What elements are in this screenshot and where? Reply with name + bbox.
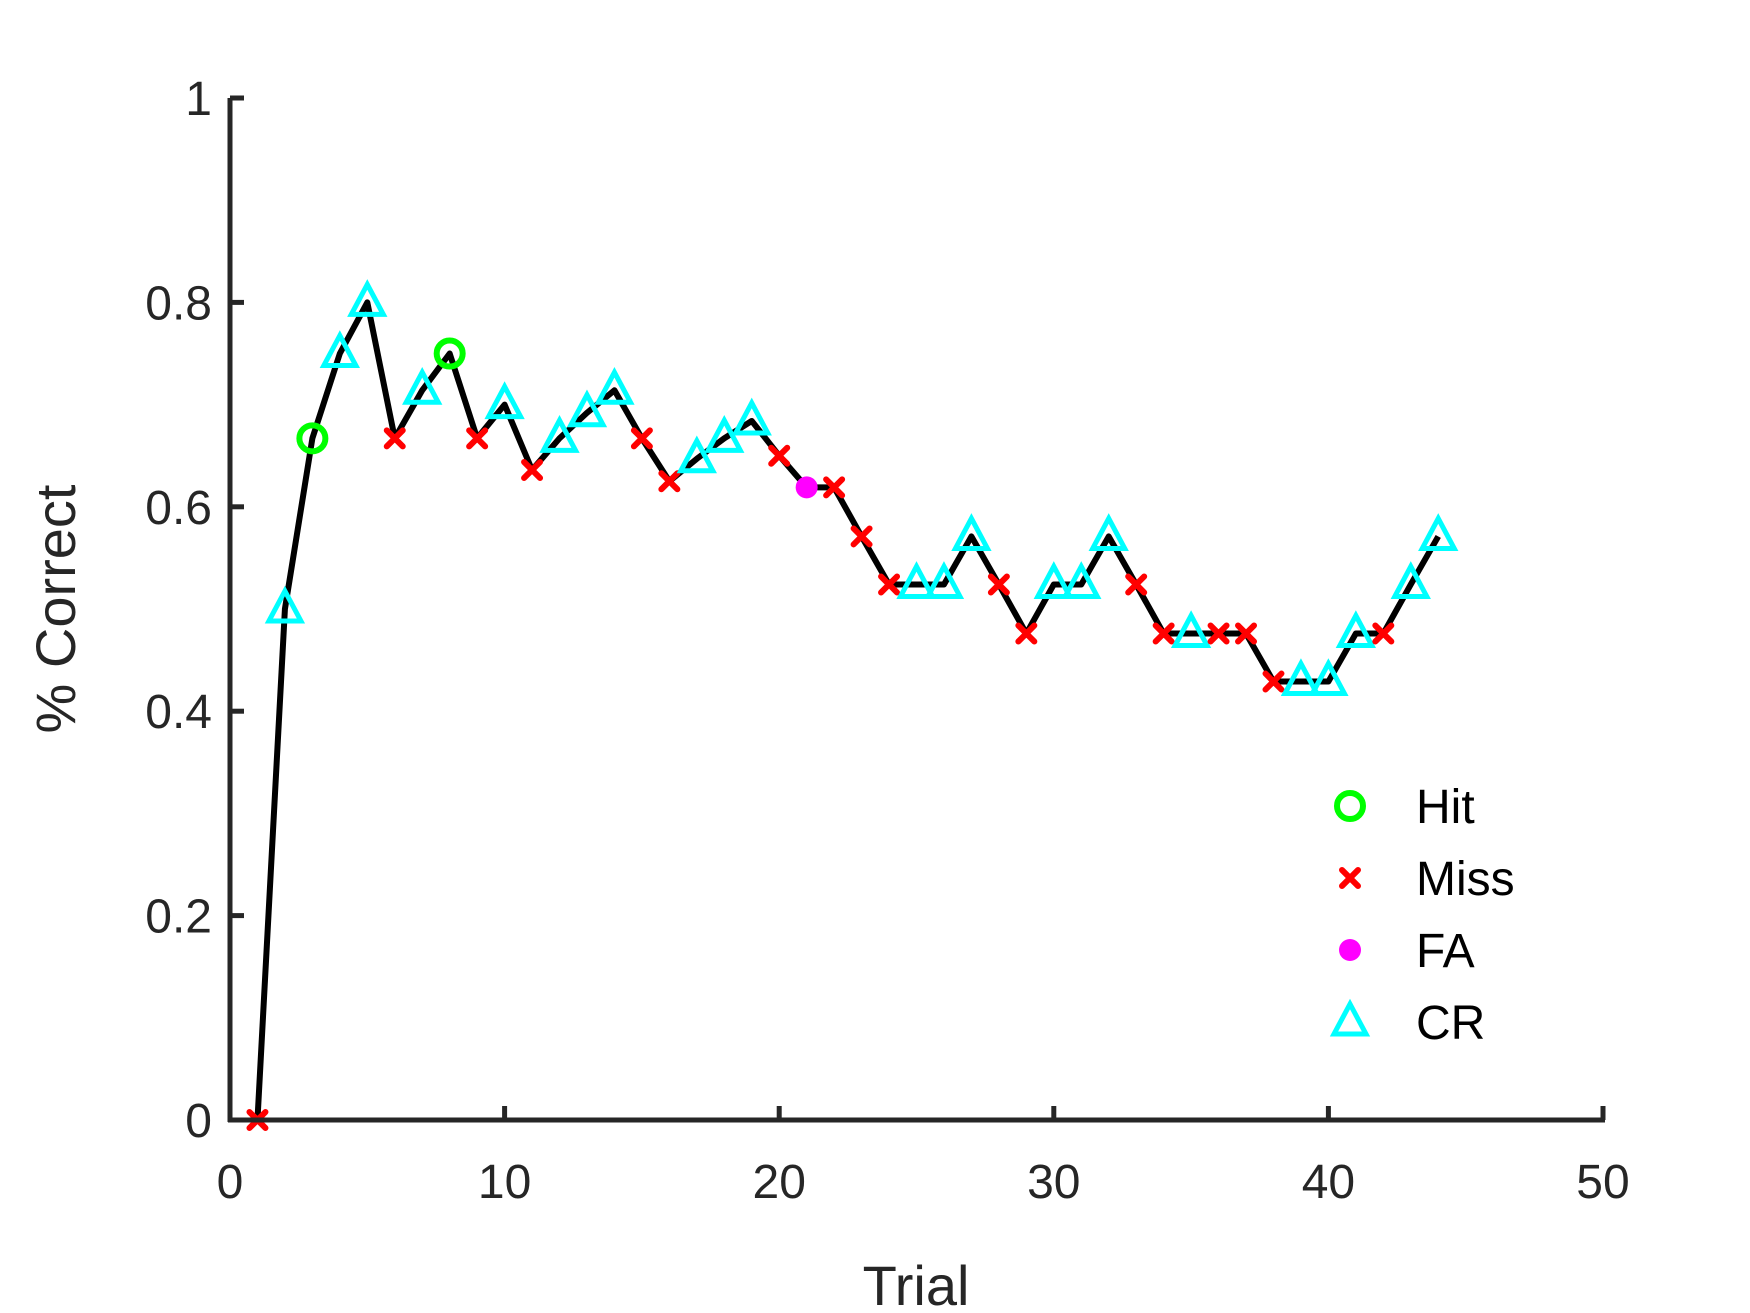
data-point-miss	[768, 444, 791, 467]
data-point-miss	[466, 427, 489, 450]
axes	[227, 98, 1605, 1123]
data-point-miss	[521, 459, 544, 482]
data-point-cr	[676, 435, 717, 474]
legend-label-hit: Hit	[1416, 781, 1475, 834]
x-tick-label: 20	[753, 1156, 806, 1209]
data-point-cr	[594, 366, 635, 405]
data-point-cr	[539, 415, 580, 453]
data-point-miss	[1235, 622, 1258, 645]
legend-marker-miss	[1339, 867, 1361, 889]
legend-label-fa: FA	[1416, 925, 1475, 978]
data-point-miss	[823, 476, 846, 499]
x-tick-label: 40	[1302, 1156, 1355, 1209]
data-point-hit	[433, 337, 466, 370]
legend-marker-fa	[1339, 939, 1361, 961]
data-point-cr	[402, 366, 443, 405]
data-point-cr	[1088, 513, 1129, 551]
data-point-miss	[630, 427, 653, 450]
data-point-miss	[1125, 573, 1148, 596]
data-point-cr	[484, 381, 525, 420]
data-point-cr	[1335, 610, 1377, 649]
legend-marker-hit	[1334, 790, 1366, 822]
data-point-miss	[383, 427, 406, 450]
data-point-cr	[1308, 658, 1349, 697]
data-point-cr	[951, 513, 992, 551]
data-point-miss	[1262, 670, 1285, 693]
legend-label-cr: CR	[1416, 997, 1485, 1050]
data-point-cr	[1418, 513, 1459, 551]
data-point-cr	[1033, 561, 1074, 599]
data-point-hit	[296, 422, 329, 455]
legend-marker-cr	[1329, 998, 1371, 1037]
data-point-miss	[1207, 622, 1230, 645]
y-tick-label: 0.8	[145, 277, 212, 330]
data-point-cr	[1170, 610, 1212, 649]
data-point-cr	[1280, 658, 1322, 697]
data-point-cr	[731, 397, 772, 436]
y-tick-label: 0.6	[145, 482, 212, 535]
data-point-cr	[896, 561, 937, 599]
x-axis-label: Trial	[863, 1254, 970, 1313]
legend-label-miss: Miss	[1416, 853, 1515, 906]
x-tick-label: 0	[217, 1156, 244, 1209]
x-tick-label: 50	[1576, 1156, 1629, 1209]
legend: Hit Miss FA CR	[1329, 781, 1515, 1050]
data-point-cr	[319, 330, 361, 368]
data-point-cr	[566, 389, 608, 428]
data-point-cr	[1390, 561, 1431, 599]
y-axis-label: % Correct	[24, 484, 87, 733]
data-point-miss	[1015, 622, 1038, 645]
x-tick-label: 30	[1027, 1156, 1080, 1209]
data-point-miss	[987, 573, 1010, 596]
data-point-miss	[1152, 622, 1175, 645]
performance-line	[254, 299, 1441, 1121]
data-point-cr	[264, 585, 306, 624]
data-point-miss	[1372, 622, 1395, 645]
data-point-cr	[347, 279, 388, 317]
data-point-cr	[1061, 561, 1102, 599]
data-point-fa	[795, 476, 818, 499]
data-point-miss	[878, 573, 901, 596]
data-point-miss	[850, 525, 873, 548]
plot-area	[246, 279, 1459, 1131]
ticks: 0 10 20 30 40 50 0 0.2 0.4 0.6 0.8 1	[145, 73, 1629, 1209]
y-tick-label: 1	[185, 73, 212, 126]
data-point-miss	[658, 470, 681, 493]
y-tick-label: 0.2	[145, 891, 212, 944]
x-tick-label: 10	[478, 1156, 531, 1209]
y-tick-label: 0.4	[145, 686, 212, 739]
data-point-cr	[923, 561, 965, 599]
y-tick-label: 0	[185, 1095, 212, 1148]
